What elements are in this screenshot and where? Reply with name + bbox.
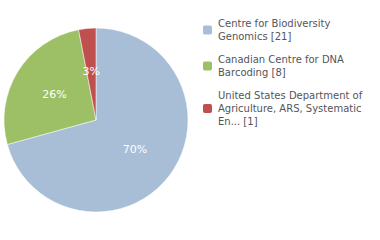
svg-text:Canadian Centre for DNA: Canadian Centre for DNA	[218, 54, 344, 65]
svg-text:En... [1]: En... [1]	[218, 116, 258, 127]
svg-text:26%: 26%	[42, 88, 66, 101]
svg-text:70%: 70%	[123, 143, 147, 156]
svg-text:Centre for Biodiversity: Centre for Biodiversity	[218, 18, 331, 29]
svg-text:United States Department of: United States Department of	[218, 90, 363, 101]
svg-text:3%: 3%	[83, 65, 100, 78]
svg-text:Genomics [21]: Genomics [21]	[218, 31, 291, 42]
svg-text:Barcoding [8]: Barcoding [8]	[218, 67, 286, 78]
svg-text:Agriculture, ARS, Systematic: Agriculture, ARS, Systematic	[218, 103, 361, 114]
